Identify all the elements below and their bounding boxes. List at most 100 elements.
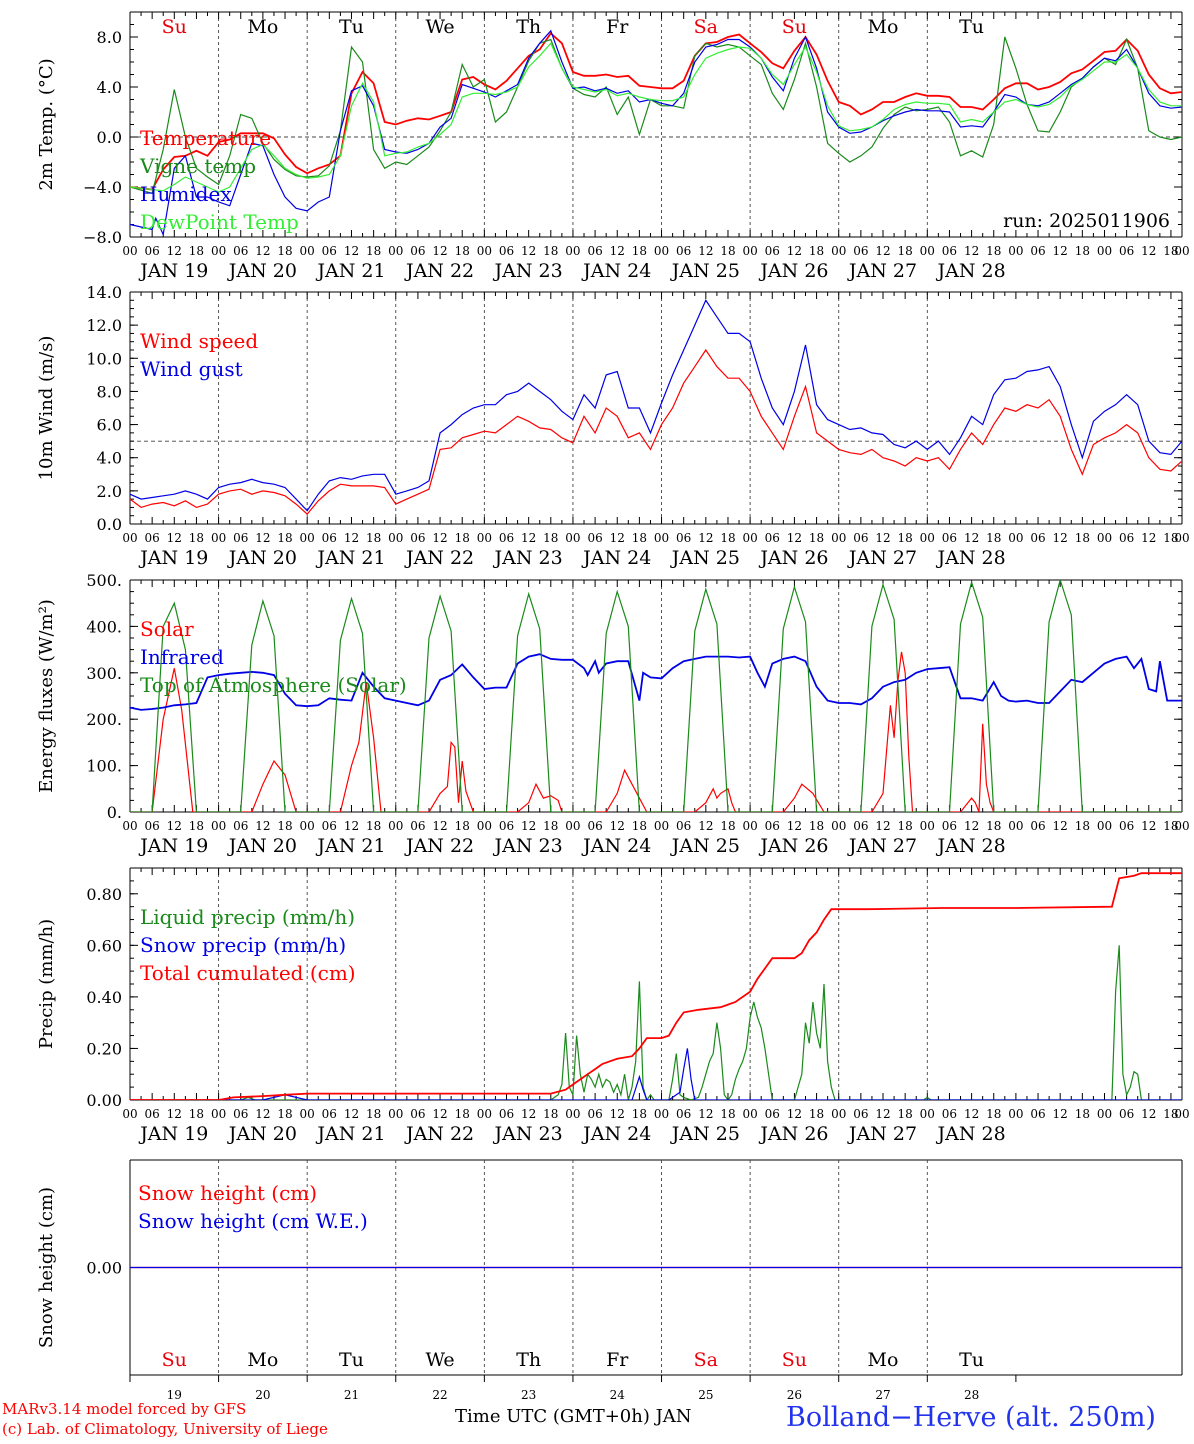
hour-tick-label: 06 [410, 1107, 425, 1121]
day-name-bottom: Su [782, 1349, 807, 1371]
y-tick-label: 12.0 [86, 316, 122, 335]
hour-tick-label: 00 [920, 531, 935, 545]
y-tick-label: 4.0 [97, 78, 122, 97]
day-name-bottom: Fr [606, 1349, 629, 1371]
hour-tick-label: 06 [233, 1107, 248, 1121]
hour-tick-label: 12 [167, 819, 182, 833]
hour-tick-label: 00 [388, 819, 403, 833]
hour-tick-label: 00 [1097, 819, 1112, 833]
y-tick-label: −4.0 [83, 178, 122, 197]
hour-tick-label: 18 [366, 1107, 381, 1121]
hour-tick-label: 06 [410, 244, 425, 258]
hour-tick-label: 00 [300, 244, 315, 258]
date-label: JAN 23 [493, 547, 563, 569]
hour-tick-label: 00 [1097, 531, 1112, 545]
hour-tick-label: 06 [853, 1107, 868, 1121]
day-name-bottom: Tu [959, 1349, 984, 1371]
date-label: JAN 20 [227, 1123, 297, 1145]
hour-tick-label: 00 [654, 1107, 669, 1121]
series-line-dewpoint-temp [130, 42, 1182, 193]
hour-tick-label: 12 [1053, 819, 1068, 833]
day-number: 27 [875, 1388, 890, 1402]
date-label: JAN 26 [758, 835, 828, 857]
hour-tick-label: 18 [809, 819, 824, 833]
day-name-bottom: Mo [868, 1349, 899, 1371]
hour-tick-label: 18 [632, 819, 647, 833]
hour-tick-label: 06 [145, 531, 160, 545]
panel-wind: 00 06 12 18 00 06 12 18 00 06 12 18 00 06 12 18 00 06 12 18… [36, 283, 1190, 569]
hour-tick-label: 00 [477, 244, 492, 258]
date-label: JAN 25 [670, 1123, 740, 1145]
hour-tick-label: 06 [499, 244, 514, 258]
hour-tick-label: 00 [211, 819, 226, 833]
hour-tick-label: 12 [787, 819, 802, 833]
y-tick-label: 0.00 [86, 1259, 122, 1278]
hour-tick-label: 18 [543, 531, 558, 545]
hour-tick-label: 12 [1053, 531, 1068, 545]
series-line-infrared [130, 653, 1182, 711]
hour-tick-label: 00 [477, 1107, 492, 1121]
hour-tick-label: 18 [455, 531, 470, 545]
day-name-bottom: Sa [694, 1349, 718, 1371]
hour-tick-label: 00 [831, 1107, 846, 1121]
date-label: JAN 23 [493, 1123, 563, 1145]
hour-tick-label: 00 [654, 531, 669, 545]
legend-entry: Liquid precip (mm/h) [140, 905, 355, 929]
hour-tick-label: 18 [1075, 1107, 1090, 1121]
date-label: JAN 27 [847, 835, 917, 857]
panel-precip: 00 06 12 18 00 06 12 18 00 06 12 18 00 06 12 18 00 06 12 18… [36, 867, 1190, 1145]
hour-tick-label: 12 [167, 531, 182, 545]
run-annotation: run: 2025011906 [1003, 210, 1170, 232]
hour-tick-label: 12 [698, 244, 713, 258]
hour-tick-label: 00 [1174, 819, 1189, 833]
hour-tick-label: 12 [167, 244, 182, 258]
hour-tick-label: 06 [1030, 1107, 1045, 1121]
date-label: JAN 19 [138, 835, 208, 857]
hour-tick-label: 12 [610, 819, 625, 833]
hour-tick-label: 18 [632, 531, 647, 545]
hour-tick-label: 06 [499, 531, 514, 545]
date-label: JAN 23 [493, 835, 563, 857]
hour-tick-label: 00 [920, 244, 935, 258]
date-label: JAN 25 [670, 835, 740, 857]
hour-tick-label: 18 [986, 531, 1001, 545]
hour-tick-label: 12 [344, 819, 359, 833]
hour-tick-label: 06 [765, 819, 780, 833]
hour-tick-label: 06 [145, 244, 160, 258]
date-label: JAN 24 [581, 260, 651, 282]
date-label: JAN 27 [847, 260, 917, 282]
hour-tick-label: 00 [477, 531, 492, 545]
series-line-solar [130, 651, 1182, 812]
date-label: JAN 26 [758, 547, 828, 569]
hour-tick-label: 00 [654, 819, 669, 833]
day-name-top: Mo [247, 16, 278, 38]
hour-tick-label: 18 [366, 819, 381, 833]
hour-tick-label: 06 [587, 1107, 602, 1121]
y-tick-label: 0.20 [86, 1039, 122, 1058]
hour-tick-label: 06 [587, 244, 602, 258]
y-axis-label: Energy fluxes (W/m²) [36, 599, 57, 793]
hour-tick-label: 12 [1141, 531, 1156, 545]
hour-tick-label: 06 [233, 531, 248, 545]
hour-tick-label: 06 [233, 244, 248, 258]
hour-tick-label: 00 [1008, 244, 1023, 258]
date-label: JAN 28 [936, 835, 1006, 857]
hour-tick-label: 06 [1030, 244, 1045, 258]
hour-tick-label: 00 [1097, 1107, 1112, 1121]
y-tick-label: 8.0 [97, 382, 122, 401]
hour-tick-label: 12 [1141, 244, 1156, 258]
day-name-top: We [425, 16, 454, 38]
hour-tick-label: 18 [366, 244, 381, 258]
hour-tick-label: 06 [410, 819, 425, 833]
date-label: JAN 21 [315, 1123, 385, 1145]
hour-tick-label: 12 [167, 1107, 182, 1121]
hour-tick-label: 06 [587, 531, 602, 545]
y-axis-label: 2m Temp. (°C) [36, 58, 57, 190]
hour-tick-label: 18 [720, 531, 735, 545]
hour-tick-label: 00 [1174, 1107, 1189, 1121]
hour-tick-label: 06 [322, 819, 337, 833]
hour-tick-label: 18 [277, 1107, 292, 1121]
hour-tick-label: 12 [255, 1107, 270, 1121]
